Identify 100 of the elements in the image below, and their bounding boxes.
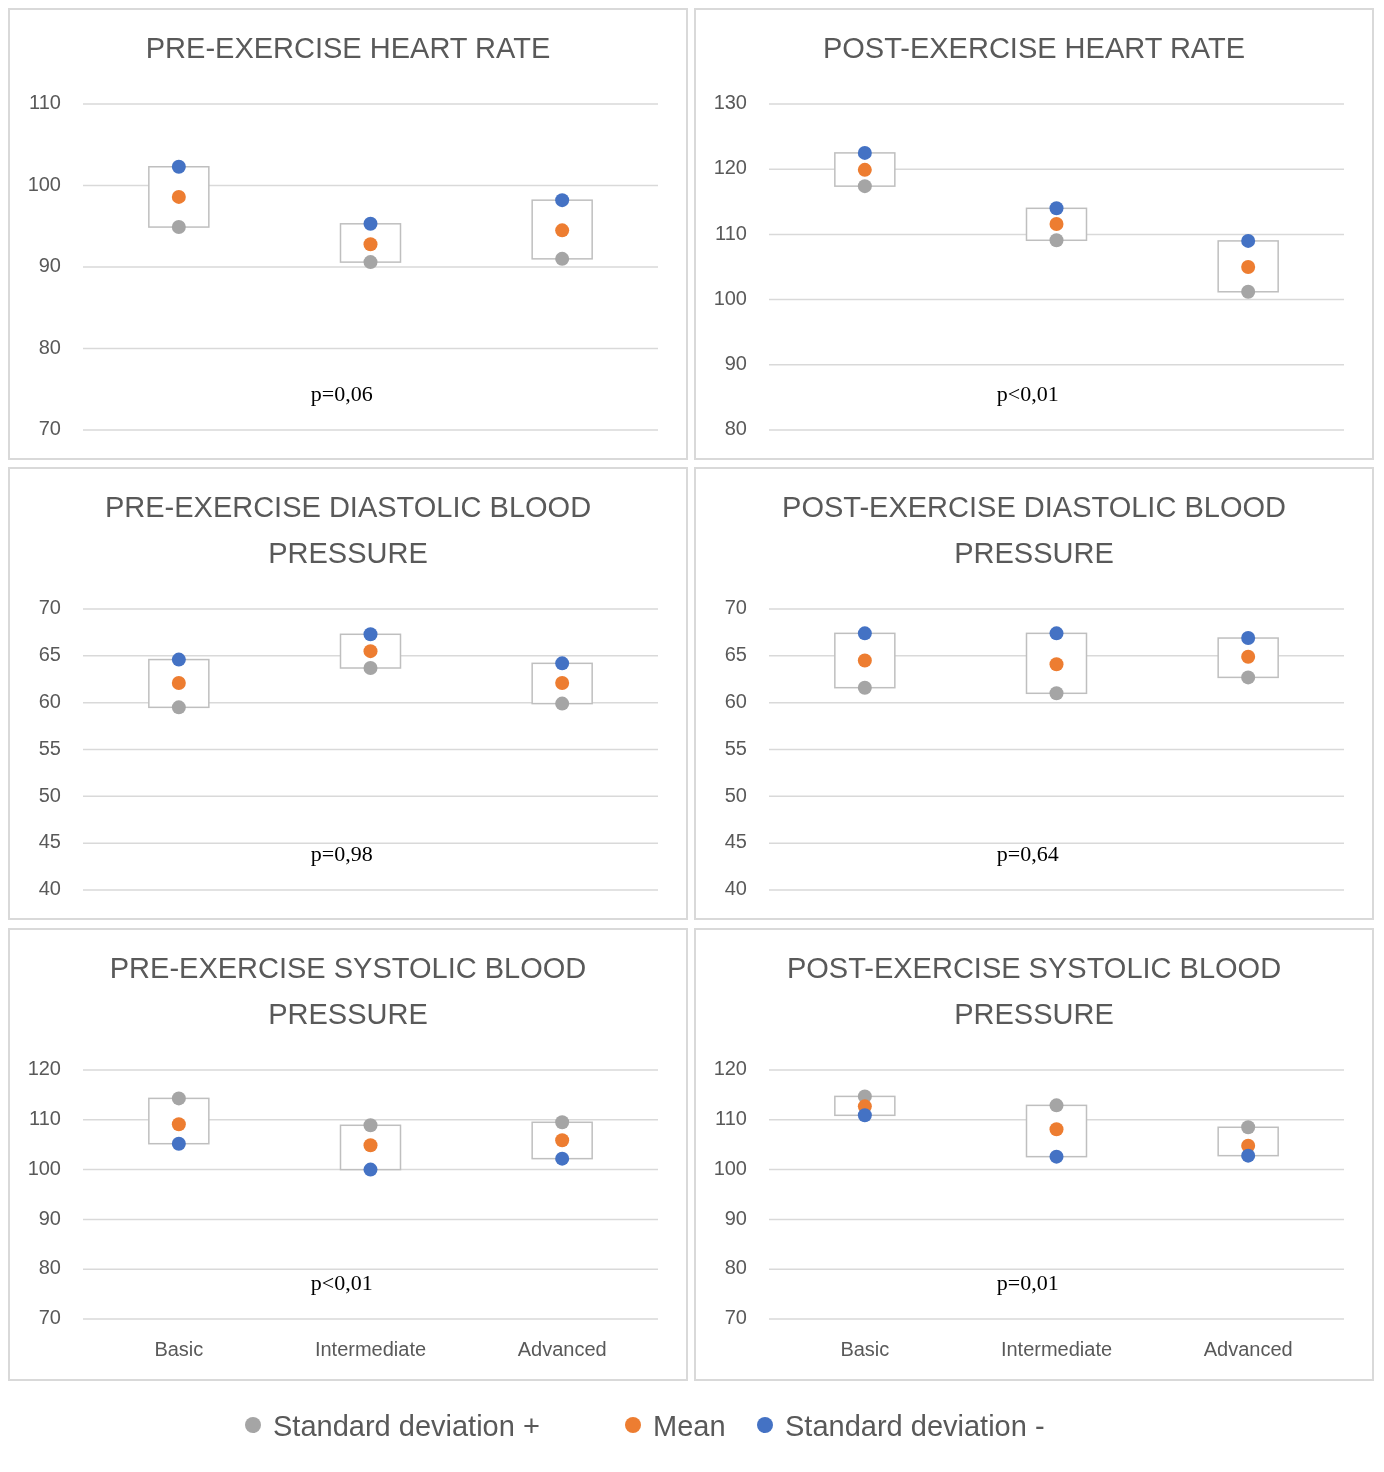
point xyxy=(1241,649,1256,664)
point xyxy=(171,1117,186,1132)
point xyxy=(555,1115,570,1130)
point xyxy=(363,644,378,659)
point xyxy=(555,696,570,711)
y-tick-label: 130 xyxy=(713,91,747,114)
y-tick-label: 70 xyxy=(38,417,61,440)
chart-title: POST-EXERCISE DIASTOLIC BLOOD PRESSURE xyxy=(782,490,1286,569)
point xyxy=(1049,626,1064,641)
point xyxy=(857,653,872,668)
bar xyxy=(531,199,593,260)
y-tick-label: 55 xyxy=(38,736,61,759)
y-tick-label: 40 xyxy=(724,877,747,900)
chart-title: POST-EXERCISE SYSTOLIC BLOOD PRESSURE xyxy=(786,951,1282,1030)
chart-title: PRE-EXERCISE HEART RATE xyxy=(145,31,551,64)
point xyxy=(555,676,570,690)
point xyxy=(555,193,570,208)
point xyxy=(1241,260,1256,274)
y-tick-label: 80 xyxy=(724,417,747,440)
y-tick-label: 120 xyxy=(713,156,747,179)
y-tick-label: 60 xyxy=(724,689,747,712)
y-tick-label: 110 xyxy=(715,1107,747,1130)
legend-label: Standard deviation + xyxy=(273,1409,540,1442)
y-tick-label: 65 xyxy=(724,643,747,666)
y-tick-label: 80 xyxy=(724,1256,747,1279)
point xyxy=(171,220,186,235)
y-tick-label: 90 xyxy=(38,254,61,277)
point xyxy=(1049,1098,1064,1113)
y-tick-label: 50 xyxy=(724,783,747,806)
point xyxy=(857,145,872,160)
y-tick-label: 55 xyxy=(724,736,747,759)
point xyxy=(555,1133,570,1148)
y-tick-label: 90 xyxy=(724,1206,747,1229)
y-tick-label: 90 xyxy=(38,1206,61,1229)
chart-title: PRE-EXERCISE SYSTOLIC BLOOD PRESSURE xyxy=(109,951,587,1030)
point xyxy=(171,1091,186,1106)
point xyxy=(1049,233,1064,248)
point xyxy=(1241,670,1256,685)
point xyxy=(857,162,872,177)
y-tick-label: 80 xyxy=(38,1256,61,1279)
point xyxy=(171,700,186,715)
point xyxy=(171,1136,186,1151)
point xyxy=(363,661,378,676)
y-tick-label: 110 xyxy=(29,91,61,114)
x-tick-label: Basic xyxy=(840,1338,890,1361)
y-tick-label: 70 xyxy=(724,1306,747,1329)
point xyxy=(171,652,186,667)
point xyxy=(171,159,186,174)
x-tick-label: Advanced xyxy=(517,1338,607,1361)
point xyxy=(1049,1122,1064,1137)
point xyxy=(857,1108,872,1123)
point xyxy=(1049,201,1064,216)
point xyxy=(1241,1120,1256,1135)
bar xyxy=(1025,1104,1088,1158)
point xyxy=(363,1138,378,1153)
point xyxy=(1049,1149,1064,1164)
point xyxy=(857,680,872,695)
point xyxy=(555,656,570,671)
legend-label: Mean xyxy=(653,1409,726,1442)
y-tick-label: 90 xyxy=(724,352,747,375)
y-tick-label: 120 xyxy=(713,1057,747,1080)
y-tick-label: 100 xyxy=(713,1156,747,1179)
point xyxy=(363,216,378,231)
point xyxy=(363,237,378,252)
x-tick-label: Basic xyxy=(154,1338,204,1361)
point xyxy=(363,627,378,642)
y-tick-label: 65 xyxy=(38,643,61,666)
point xyxy=(555,1151,570,1166)
point xyxy=(1241,1148,1256,1163)
chart-title: POST-EXERCISE HEART RATE xyxy=(822,31,1246,64)
x-tick-label: Intermediate xyxy=(314,1338,427,1361)
point xyxy=(363,1118,378,1133)
y-tick-label: 45 xyxy=(38,830,61,853)
point xyxy=(857,179,872,194)
y-tick-label: 70 xyxy=(38,1306,61,1329)
annotation: p=0,06 xyxy=(310,381,373,407)
y-tick-label: 100 xyxy=(27,1156,61,1179)
y-tick-label: 100 xyxy=(27,172,61,195)
y-tick-label: 100 xyxy=(713,286,747,309)
annotation: p=0,01 xyxy=(996,1270,1059,1296)
point xyxy=(1049,686,1064,701)
y-tick-label: 45 xyxy=(724,830,747,853)
x-tick-label: Advanced xyxy=(1203,1338,1293,1361)
y-tick-label: 70 xyxy=(724,596,747,619)
point xyxy=(555,251,570,266)
y-tick-label: 50 xyxy=(38,783,61,806)
point xyxy=(171,189,186,204)
point xyxy=(1241,284,1256,299)
point xyxy=(555,223,570,238)
point xyxy=(1049,216,1064,231)
y-tick-label: 70 xyxy=(38,596,61,619)
point xyxy=(1049,657,1064,672)
point xyxy=(171,676,186,690)
point xyxy=(1241,233,1256,248)
chart-title: PRE-EXERCISE DIASTOLIC BLOOD PRESSURE xyxy=(104,490,592,569)
y-tick-label: 110 xyxy=(715,221,747,244)
legend-label: Standard deviation - xyxy=(785,1409,1045,1442)
y-tick-label: 40 xyxy=(38,877,61,900)
annotation: p<0,01 xyxy=(310,1270,373,1296)
y-tick-label: 80 xyxy=(38,335,61,358)
